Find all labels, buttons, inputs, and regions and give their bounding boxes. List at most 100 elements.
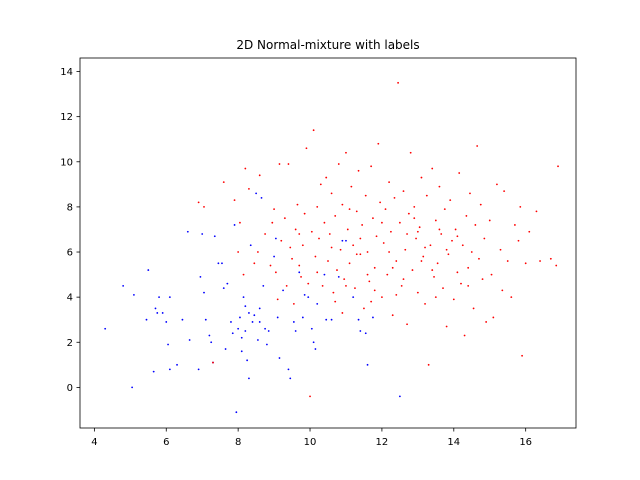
data-point-s0-37 <box>237 327 240 330</box>
data-point-s1-28 <box>296 203 299 206</box>
data-point-s1-111 <box>445 325 448 328</box>
data-point-s0-20 <box>199 275 202 278</box>
data-point-s0-15 <box>176 363 178 366</box>
data-point-s1-125 <box>470 251 473 253</box>
x-tick-label-6: 16 <box>519 437 532 448</box>
data-point-s1-6 <box>239 221 241 224</box>
data-point-s1-136 <box>492 316 495 319</box>
data-point-s1-119 <box>460 282 462 285</box>
data-point-s1-165 <box>413 217 416 220</box>
data-point-s1-68 <box>368 280 371 283</box>
data-point-s1-48 <box>332 291 335 294</box>
data-point-s1-2 <box>212 361 214 364</box>
data-point-s1-124 <box>469 192 471 195</box>
data-point-s1-148 <box>528 230 531 233</box>
plot-frame <box>79 57 577 429</box>
data-point-s1-94 <box>415 237 417 240</box>
data-point-s1-10 <box>253 262 256 265</box>
data-point-s1-29 <box>298 264 301 267</box>
data-point-s0-54 <box>260 196 263 199</box>
x-tick-label-4: 12 <box>376 437 389 448</box>
data-point-s1-57 <box>348 262 351 265</box>
data-point-s1-38 <box>314 255 317 258</box>
data-point-s0-35 <box>233 224 236 226</box>
data-point-s1-79 <box>388 181 390 183</box>
points-layer <box>104 81 559 414</box>
data-point-s1-170 <box>359 237 362 240</box>
data-point-s0-6 <box>152 370 155 373</box>
y-tick-label-2: 4 <box>67 293 73 304</box>
data-point-s1-23 <box>287 163 290 165</box>
data-point-s0-3 <box>133 293 135 296</box>
data-point-s1-130 <box>479 203 482 206</box>
data-point-s0-79 <box>337 275 340 278</box>
data-point-s1-12 <box>258 174 261 177</box>
data-point-s1-14 <box>269 264 272 267</box>
data-point-s0-38 <box>239 316 241 319</box>
data-point-s1-31 <box>301 244 304 247</box>
data-point-s0-29 <box>221 262 223 265</box>
data-point-s1-83 <box>395 260 398 262</box>
data-point-s1-43 <box>323 221 326 224</box>
data-point-s0-7 <box>154 307 157 310</box>
y-tick-label-5: 10 <box>60 157 73 168</box>
data-point-s0-21 <box>201 233 204 235</box>
data-point-s0-84 <box>359 330 362 332</box>
data-point-s1-54 <box>343 278 346 280</box>
data-point-s1-59 <box>352 244 355 247</box>
data-point-s0-48 <box>251 321 254 323</box>
data-point-s0-73 <box>312 341 315 344</box>
data-point-s1-157 <box>388 251 390 253</box>
data-point-s1-63 <box>359 253 362 256</box>
data-point-s1-158 <box>402 278 405 280</box>
data-point-s0-19 <box>197 368 200 371</box>
data-point-s1-145 <box>519 206 522 208</box>
data-point-s0-16 <box>181 318 184 321</box>
data-point-s0-59 <box>273 255 275 258</box>
data-point-s1-137 <box>496 183 498 186</box>
data-point-s1-169 <box>330 246 333 249</box>
data-point-s0-82 <box>352 296 355 299</box>
data-point-s1-86 <box>400 284 403 287</box>
data-point-s1-53 <box>341 203 344 206</box>
data-point-s0-72 <box>310 327 313 330</box>
data-point-s1-67 <box>366 251 369 253</box>
data-point-s0-78 <box>330 318 333 321</box>
data-point-s0-67 <box>294 330 297 332</box>
data-point-s1-171 <box>373 289 376 292</box>
data-point-s1-75 <box>381 296 383 299</box>
data-point-s1-139 <box>501 289 504 292</box>
data-point-s1-114 <box>451 239 453 242</box>
data-point-s0-44 <box>246 359 249 362</box>
data-point-s1-34 <box>307 282 310 285</box>
data-point-s0-56 <box>264 327 266 330</box>
data-point-s0-75 <box>316 303 319 305</box>
data-point-s1-52 <box>339 248 342 251</box>
data-point-s1-85 <box>398 221 401 224</box>
x-tick-label-3: 10 <box>304 437 317 448</box>
data-point-s0-18 <box>188 339 191 341</box>
data-point-s0-10 <box>161 312 164 314</box>
data-point-s1-160 <box>431 269 434 271</box>
data-point-s1-36 <box>310 230 313 233</box>
data-point-s0-11 <box>165 321 168 323</box>
data-point-s1-3 <box>222 181 225 183</box>
data-point-s0-8 <box>156 312 159 314</box>
y-tick-label-6: 12 <box>60 112 73 123</box>
y-tick-label-1: 2 <box>67 338 73 349</box>
data-point-s1-179 <box>366 273 369 276</box>
data-point-s0-22 <box>203 291 205 294</box>
data-point-s0-53 <box>258 307 261 310</box>
data-point-s1-177 <box>298 233 301 235</box>
data-point-s0-1 <box>122 284 125 287</box>
data-point-s1-18 <box>276 298 279 301</box>
x-tick-label-1: 6 <box>163 437 169 448</box>
data-point-s1-25 <box>291 257 293 260</box>
data-point-s1-40 <box>318 237 320 240</box>
data-point-s0-55 <box>262 284 265 287</box>
data-point-s1-140 <box>503 190 506 193</box>
data-point-s1-8 <box>244 167 247 170</box>
data-point-s1-162 <box>334 300 337 303</box>
data-point-s0-46 <box>248 377 250 380</box>
